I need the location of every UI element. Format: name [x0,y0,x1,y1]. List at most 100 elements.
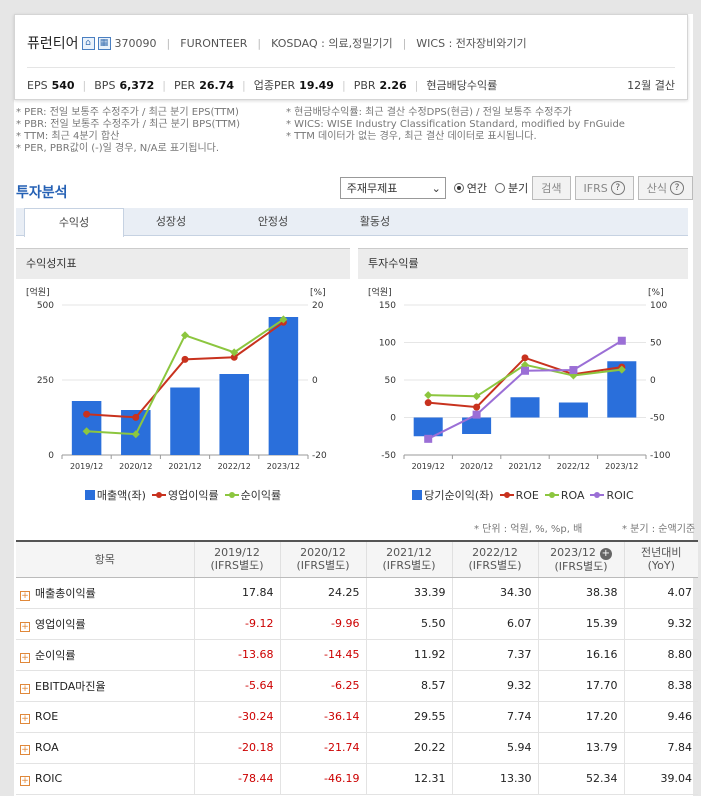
industry-per-label: 업종PER [253,79,296,92]
table-cell: 5.50 [365,608,452,640]
table-row: + 매출총이익률 17.84 24.25 33.39 34.30 38.38 4.07 [16,577,698,609]
table-cell: 20.22 [365,732,452,764]
header-text: 2019/12 [214,546,260,560]
row-label[interactable]: + ROIC [16,763,194,795]
row-label-text: 영업이익률 [35,617,86,631]
table-cell: 38.38 [537,577,624,609]
legend-label: 순이익률 [240,489,282,502]
point [230,348,239,357]
point [230,353,238,361]
row-label[interactable]: + ROE [16,701,194,733]
expand-icon[interactable]: + [20,652,30,663]
legend-item[interactable]: ROA [544,489,584,502]
header-text: 2020/12 [300,546,346,560]
expand-icon[interactable]: + [20,775,30,786]
y-tick-label: 100 [379,339,396,349]
expand-icon[interactable]: + [20,621,30,632]
row-label-text: EBITDA마진율 [35,679,106,693]
legend-item[interactable]: ROIC [590,489,634,502]
statement-select[interactable]: 주재무제표 ⌄ [339,177,446,199]
pbr-value: 2.26 [379,78,407,92]
table-cell: 15.39 [537,608,624,640]
row-label[interactable]: + 매출총이익률 [16,577,194,609]
pbr-label: PBR [353,78,376,92]
point [424,399,432,407]
y-tick-label: 150 [379,301,396,311]
table-cell: 52.34 [537,763,624,795]
x-tick-label: 2022/12 [218,462,251,471]
unit-note: * 단위 : 억원, %, %p, 배 [474,524,583,535]
table-cell: 29.55 [365,701,452,733]
table-cell: -14.45 [279,639,366,671]
footnote-line: * PER: 전일 보통주 수정주가 / 최근 분기 EPS(TTM) [16,107,239,118]
section-title: 투자분석 [16,185,68,201]
legend-item[interactable]: 당기순이익(좌) [412,489,494,502]
point [472,410,481,419]
table-cell: 9.46 [623,701,698,733]
formula-button-label: 산식 [646,182,667,195]
table-cell: 24.25 [279,577,366,609]
ifrs-button[interactable]: IFRS? [574,176,634,200]
legend-item[interactable]: ROE [499,489,539,502]
formula-button[interactable]: 산식? [637,176,693,200]
radio-quarter[interactable]: 분기 [495,180,528,196]
point [82,427,91,436]
search-button[interactable]: 검색 [532,176,571,200]
left-axis-unit: [억원] [368,286,392,298]
point [131,430,140,439]
bar [170,387,200,455]
row-label[interactable]: + ROA [16,732,194,764]
table-cell: 7.74 [451,701,538,733]
bar [413,417,443,437]
table-cell: 17.84 [193,577,280,609]
expand-icon[interactable]: + [20,683,30,694]
table-row: + ROA -20.18 -21.74 20.22 5.94 13.79 7.84 [16,732,698,764]
legend-item[interactable]: 순이익률 [224,489,282,502]
tab-growth[interactable]: 성장성 [155,215,187,228]
expand-icon[interactable]: + [20,744,30,755]
legend-item[interactable]: 영업이익률 [151,489,219,502]
header-text: (IFRS별도) [210,559,264,573]
point [521,354,529,362]
legend-item[interactable]: 매출액(좌) [84,489,146,502]
row-label[interactable]: + 순이익률 [16,639,194,671]
radio-annual[interactable]: 연간 [453,180,488,196]
company-eng-name: FURONTEER [180,36,248,50]
per-value: 26.74 [199,78,234,92]
point [132,413,140,421]
table-cell: 6.07 [451,608,538,640]
tab-profitability[interactable]: 수익성 [24,208,124,237]
radio-annual-dot[interactable] [453,183,464,193]
y2-tick-label: -20 [312,451,327,461]
point [181,355,189,363]
tab-activity[interactable]: 활동성 [359,215,391,228]
point [617,365,626,374]
legend-label: ROIC [606,489,634,502]
y-tick-label: 250 [37,376,54,386]
table-cell: -36.14 [279,701,366,733]
radio-quarter-label: 분기 [508,182,529,195]
building-icon[interactable]: ▦ [97,36,111,50]
point [181,331,189,340]
y2-tick-label: 50 [650,339,662,349]
row-label[interactable]: + 영업이익률 [16,608,194,640]
header-period: 2023/12 + (IFRS별도) [537,540,624,578]
tab-stability[interactable]: 안정성 [257,215,289,228]
eps-value: 540 [51,78,75,92]
x-tick-label: 2020/12 [119,462,152,471]
table-cell: 9.32 [623,608,698,640]
row-label[interactable]: + EBITDA마진율 [16,670,194,702]
profitability-chart-panel: 수익성지표 [억원] [%] 0 250 500 -20 0 20 2019/12 2020/12… [16,248,350,508]
table-row: + 순이익률 -13.68 -14.45 11.92 7.37 16.16 8.80 [16,639,698,671]
left-axis-unit: [억원] [26,286,50,298]
expand-icon[interactable]: + [20,713,30,724]
home-icon[interactable]: ⌂ [81,36,95,50]
company-header: 퓨런티어 ⌂ ▦ 370090 | FURONTEER | KOSDAQ : 의… [14,14,688,100]
add-column-icon[interactable]: + [599,547,612,560]
point [569,366,578,375]
y-tick-label: 0 [390,414,396,424]
radio-annual-label: 연간 [466,182,488,195]
expand-icon[interactable]: + [20,590,30,601]
legend-swatch [590,491,605,499]
radio-quarter-dot[interactable] [495,183,506,193]
